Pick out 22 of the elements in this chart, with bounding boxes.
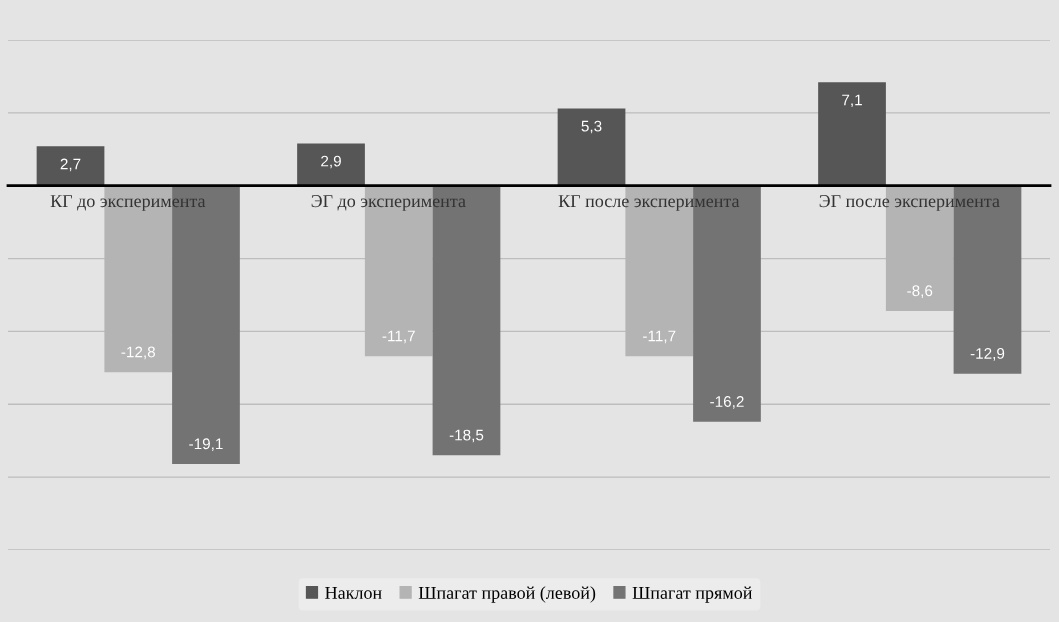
x-tick-label: ЭГ до эксперимента [311, 195, 466, 211]
bar [818, 82, 886, 186]
data-label: -18,5 [449, 429, 484, 443]
data-label: 2,9 [321, 155, 341, 169]
data-label: -11,7 [643, 330, 676, 344]
data-label: -11,7 [382, 330, 415, 344]
x-tick-label: ЭГ после эксперимента [819, 195, 1000, 211]
x-tick-label: КГ после эксперимента [558, 195, 740, 211]
data-label: -16,2 [710, 396, 744, 409]
bar [36, 146, 105, 186]
data-label: -19,1 [189, 438, 223, 451]
data-label: -8,6 [907, 285, 933, 298]
data-label: 5,3 [581, 120, 602, 134]
data-label: -12,8 [121, 346, 155, 360]
legend-label: Шпагат прямой [632, 586, 753, 603]
legend-label: Шпагат правой (левой) [418, 586, 596, 603]
data-label: 2,7 [60, 158, 81, 172]
data-label: -12,9 [970, 348, 1005, 361]
bar [297, 143, 365, 186]
bar [557, 108, 626, 186]
legend-label: Наклон [325, 586, 382, 599]
data-label: 7,1 [842, 94, 862, 108]
